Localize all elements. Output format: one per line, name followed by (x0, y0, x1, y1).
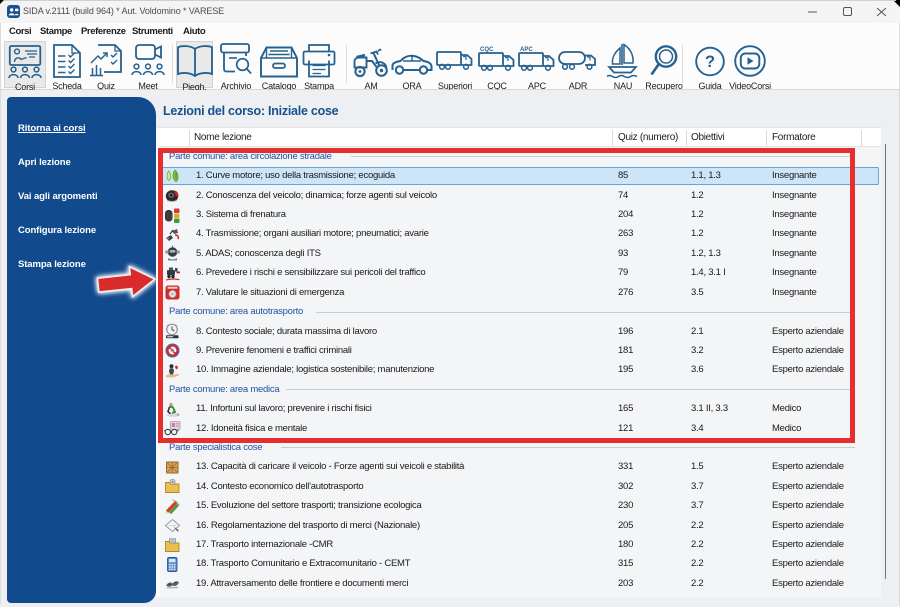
svg-text:CQC: CQC (480, 47, 494, 53)
svg-text:?: ? (705, 53, 715, 71)
svg-text:APC: APC (520, 47, 533, 53)
